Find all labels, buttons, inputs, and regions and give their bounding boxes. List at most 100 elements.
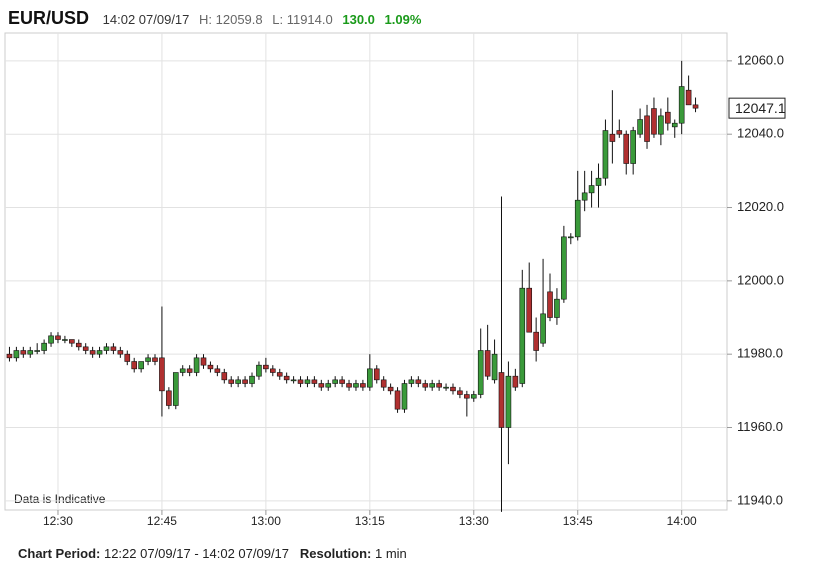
last-price-label: 12047.1 bbox=[735, 100, 786, 116]
candle-body bbox=[387, 386, 394, 392]
candle-body bbox=[89, 350, 96, 355]
last-price-box bbox=[728, 97, 786, 119]
candle-body bbox=[443, 386, 449, 389]
candle-body bbox=[193, 357, 200, 373]
candle-body bbox=[263, 364, 269, 370]
candle-body bbox=[533, 331, 539, 351]
candle-body bbox=[602, 130, 609, 179]
change-pct: 1.09% bbox=[384, 12, 422, 27]
header: EUR/USD 14:02 07/09/17 H: 12059.8 L: 119… bbox=[8, 8, 427, 29]
x-tick-label: 13:30 bbox=[459, 514, 489, 528]
candle-body bbox=[256, 364, 262, 377]
candle-body bbox=[561, 236, 567, 300]
y-tick-label: 12040.0 bbox=[737, 126, 784, 141]
candle-body bbox=[346, 383, 352, 388]
candle-body bbox=[422, 383, 429, 388]
candle-body bbox=[609, 133, 616, 142]
candle-body bbox=[484, 350, 491, 377]
candle-body bbox=[339, 379, 345, 384]
candle-body bbox=[304, 379, 311, 384]
candle-body bbox=[623, 133, 630, 164]
candle-body bbox=[62, 339, 68, 341]
candle-body bbox=[685, 89, 692, 106]
candle-body bbox=[554, 298, 560, 318]
candle-body bbox=[665, 111, 671, 124]
candle-body bbox=[595, 177, 602, 186]
x-tick-label: 13:45 bbox=[563, 514, 593, 528]
candle-body bbox=[48, 335, 54, 344]
candle-body bbox=[671, 122, 678, 128]
candle-body bbox=[491, 353, 498, 381]
candle-body bbox=[353, 383, 359, 388]
resolution: 1 min bbox=[374, 546, 407, 561]
footer: Chart Period: 12:22 07/09/17 - 14:02 07/… bbox=[18, 546, 407, 561]
candle-body bbox=[588, 185, 595, 194]
candle-body bbox=[436, 383, 442, 388]
candle-body bbox=[179, 368, 186, 373]
candle-body bbox=[547, 291, 553, 318]
candle-body bbox=[103, 346, 110, 351]
x-tick-label: 13:00 bbox=[251, 514, 281, 528]
candle-body bbox=[415, 379, 422, 384]
candle-body bbox=[581, 192, 588, 201]
candle-body bbox=[131, 361, 138, 370]
candle-body bbox=[283, 375, 290, 381]
candle-body bbox=[318, 383, 325, 388]
period: 12:22 07/09/17 - 14:02 07/09/17 bbox=[103, 546, 290, 561]
candle-body bbox=[394, 390, 401, 410]
y-tick-label: 11940.0 bbox=[737, 492, 783, 507]
candle-body bbox=[512, 375, 519, 388]
x-tick-label: 14:00 bbox=[667, 514, 697, 528]
candle-body bbox=[159, 357, 165, 392]
candle-body bbox=[207, 364, 214, 370]
candle-body bbox=[27, 350, 34, 355]
candle-body bbox=[249, 375, 255, 384]
candle-body bbox=[360, 383, 366, 388]
candle-body bbox=[172, 372, 179, 406]
y-tick-label: 11980.0 bbox=[737, 346, 783, 361]
candle-body bbox=[152, 357, 158, 362]
candle-body bbox=[297, 379, 304, 384]
y-tick-label: 12000.0 bbox=[737, 272, 784, 287]
resolution-label: Resolution: bbox=[299, 546, 372, 561]
candle-body bbox=[276, 372, 283, 377]
candle-body bbox=[574, 199, 581, 238]
high: H: 12059.8 bbox=[199, 12, 263, 27]
candle-body bbox=[242, 379, 248, 384]
change: 130.0 bbox=[342, 12, 375, 27]
candle-body bbox=[637, 119, 643, 135]
candle-body bbox=[75, 342, 82, 348]
plot-border bbox=[4, 32, 728, 511]
candle-body bbox=[526, 287, 533, 333]
candle-body bbox=[34, 350, 40, 352]
candle-body bbox=[658, 115, 664, 135]
x-tick-label: 12:45 bbox=[147, 514, 177, 528]
y-tick-label: 11960.0 bbox=[737, 419, 783, 434]
candle-body bbox=[464, 394, 470, 399]
candle-body bbox=[470, 394, 477, 399]
symbol: EUR/USD bbox=[8, 8, 90, 28]
y-tick-label: 12020.0 bbox=[737, 199, 784, 214]
candle-body bbox=[408, 379, 415, 384]
candle-body bbox=[228, 379, 235, 384]
candle-body bbox=[332, 379, 338, 384]
time: 14:02 07/09/17 bbox=[102, 12, 190, 27]
candle-body bbox=[124, 353, 131, 362]
candle-body bbox=[498, 372, 505, 428]
annotation: Data is Indicative bbox=[14, 492, 106, 506]
candle-body bbox=[505, 375, 512, 428]
x-tick-label: 12:30 bbox=[43, 514, 73, 528]
candle-body bbox=[235, 379, 241, 384]
candle-body bbox=[6, 353, 13, 359]
candle-body bbox=[69, 339, 75, 344]
candle-body bbox=[450, 386, 456, 392]
candle-body bbox=[616, 130, 623, 135]
candle-body bbox=[270, 368, 276, 373]
candle-body bbox=[166, 390, 172, 406]
candle-body bbox=[380, 379, 387, 388]
candle-body bbox=[692, 104, 699, 109]
candle-body bbox=[110, 346, 117, 351]
candle-body bbox=[373, 368, 380, 381]
